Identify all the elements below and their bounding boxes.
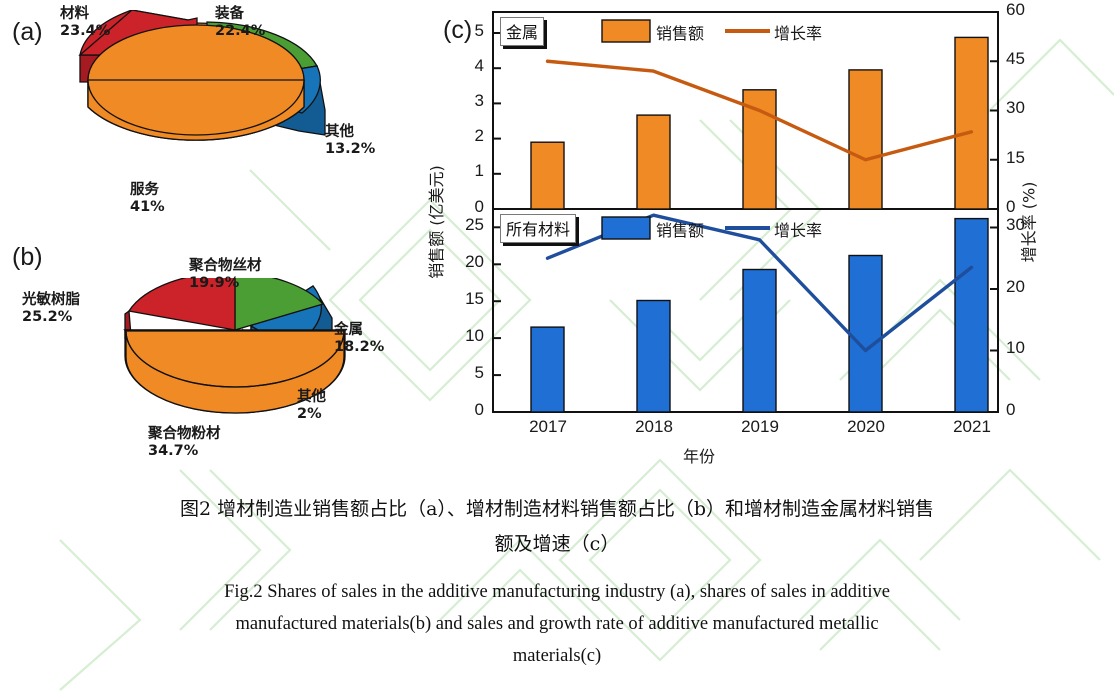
- legend-label-top-line: 增长率: [774, 24, 823, 43]
- ytick-bottomright-10: 10: [1006, 338, 1025, 357]
- pie-a-label-other: 其他 13.2%: [325, 124, 375, 158]
- caption-en-line3: materials(c): [512, 646, 602, 666]
- chart-c-bottom-bars: [530, 217, 989, 413]
- ytick-bottom-20: 20: [465, 252, 484, 271]
- ytick-bottomright-0: 0: [1006, 400, 1016, 419]
- xaxis-title: 年份: [683, 447, 716, 466]
- ytick-bottom-0: 0: [474, 400, 484, 419]
- yaxis-right-title: 增长率 (%): [1019, 181, 1039, 263]
- ytick-topright-30: 30: [1006, 98, 1025, 117]
- xtick-2018: 2018: [635, 417, 673, 436]
- panel-tag-all-materials: 所有材料: [500, 214, 577, 243]
- ytick-top-0: 0: [474, 197, 484, 216]
- pie-b-label-other-name: 其他: [297, 389, 326, 405]
- ytick-top-2: 2: [474, 126, 484, 145]
- ytick-topright-45: 45: [1006, 49, 1025, 68]
- xtick-2020: 2020: [847, 417, 885, 436]
- caption-en-line1: Fig.2 Shares of sales in the additive ma…: [224, 582, 890, 602]
- pie-a-label-service-pct: 41%: [130, 199, 165, 216]
- pie-b-label-filament-name: 聚合物丝材: [189, 258, 262, 274]
- pie-b-slice-polymer-powder-front: [125, 330, 345, 414]
- ytick-top-4: 4: [474, 56, 484, 75]
- ytick-top-1: 1: [474, 161, 484, 180]
- panel-a-letter: (a): [12, 18, 43, 46]
- ytick-bottom-5: 5: [474, 363, 484, 382]
- ytick-bottom-25: 25: [465, 215, 484, 234]
- pie-b-label-metal: 金属 18.2%: [334, 322, 384, 356]
- legend-swatch-top-bar: [601, 19, 651, 43]
- pie-b-label-resin-pct: 25.2%: [22, 309, 73, 326]
- chart-c-top-line: [545, 59, 974, 162]
- pie-b-label-powder-pct: 34.7%: [148, 443, 199, 460]
- pie-a-label-material-pct: 23.4%: [60, 23, 111, 40]
- pie-a-label-material-name: 材料: [60, 6, 89, 22]
- caption-cn-line2: 额及增速（c）: [494, 533, 620, 555]
- pie-b-label-powder: 聚合物粉材 34.7%: [148, 426, 221, 460]
- pie-b-label-metal-pct: 18.2%: [334, 339, 385, 356]
- pie-a-label-other-pct: 13.2%: [325, 141, 376, 158]
- xtick-2019: 2019: [741, 417, 779, 436]
- pie-a-label-equipment-name: 装备: [215, 6, 244, 22]
- pie-b-label-other-pct: 2%: [297, 406, 322, 423]
- chart-c-panel: 金属 所有材料 销售额 增长率 销售额 增长率 5 4 3 2 1 0 60 4…: [427, 0, 1114, 470]
- xtick-2017: 2017: [529, 417, 567, 436]
- pie-chart-a: [70, 9, 370, 210]
- ytick-topright-60: 60: [1006, 0, 1025, 19]
- panel-c-letter: (c): [443, 16, 473, 44]
- chart-c-top-bars: [530, 36, 989, 210]
- ytick-bottom-10: 10: [465, 326, 484, 345]
- legend-label-bottom-bar: 销售额: [656, 221, 705, 240]
- pie-b-label-metal-name: 金属: [334, 322, 363, 338]
- panel-b-letter: (b): [12, 243, 43, 271]
- pie-a-slice-service-front: [87, 24, 305, 141]
- ytick-top-5: 5: [474, 21, 484, 40]
- ytick-topright-0: 0: [1006, 197, 1016, 216]
- yaxis-left-title: 销售额 (亿美元): [426, 165, 446, 279]
- pie-b-label-filament-pct: 19.9%: [189, 275, 240, 292]
- pie-a-label-equipment-pct: 22.4%: [215, 23, 266, 40]
- ytick-topright-15: 15: [1006, 148, 1025, 167]
- ytick-bottom-15: 15: [465, 289, 484, 308]
- legend-swatch-bottom-bar: [601, 216, 651, 240]
- pie-a-label-material: 材料 23.4%: [60, 6, 110, 40]
- ytick-top-3: 3: [474, 91, 484, 110]
- pie-a-label-other-name: 其他: [325, 124, 354, 140]
- pie-b-label-resin: 光敏树脂 25.2%: [22, 292, 80, 326]
- pie-b-label-other: 其他 2%: [297, 389, 326, 423]
- pie-a-label-service-name: 服务: [130, 182, 159, 198]
- legend-label-bottom-line: 增长率: [774, 221, 823, 240]
- pie-a-label-equipment: 装备 22.4%: [215, 6, 265, 40]
- pie-chart-b: [85, 271, 385, 438]
- legend-label-top-bar: 销售额: [656, 24, 705, 43]
- ytick-bottomright-20: 20: [1006, 277, 1025, 296]
- xtick-2021: 2021: [953, 417, 991, 436]
- pie-a-label-service: 服务 41%: [130, 182, 165, 216]
- pie-b-label-powder-name: 聚合物粉材: [148, 426, 221, 442]
- panel-tag-metal: 金属: [500, 17, 545, 46]
- caption-en-line2: manufactured materials(b) and sales and …: [235, 614, 879, 634]
- ytick-bottomright-30: 30: [1006, 215, 1025, 234]
- pie-b-label-resin-name: 光敏树脂: [22, 292, 80, 308]
- pie-b-label-filament: 聚合物丝材 19.9%: [189, 258, 262, 292]
- caption-cn-line1: 图2 增材制造业销售额占比（a）、增材制造材料销售额占比（b）和增材制造金属材料…: [179, 498, 935, 520]
